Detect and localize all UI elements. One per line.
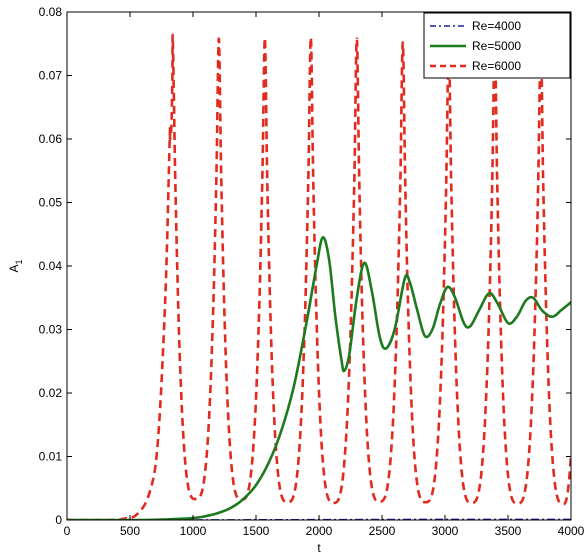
y-tick-label: 0.04	[39, 259, 63, 273]
x-axis-label: t	[317, 541, 321, 555]
x-tick-label: 1000	[180, 524, 207, 538]
x-tick-label: 0	[64, 524, 71, 538]
y-tick-label: 0.01	[39, 450, 63, 464]
y-axis-label-main: A	[7, 265, 21, 273]
legend-label: Re=4000	[472, 19, 521, 33]
y-tick-label: 0.03	[39, 323, 63, 337]
x-tick-label: 2000	[306, 524, 333, 538]
x-tick-label: 500	[120, 524, 140, 538]
svg-text:A1: A1	[7, 259, 24, 272]
series-line-re-5000	[67, 236, 571, 520]
y-axis-label-subscript: 1	[14, 259, 24, 264]
legend-label: Re=6000	[472, 59, 521, 73]
y-tick-label: 0.06	[39, 132, 63, 146]
ticks-layer: 0 500 1000 1500 2000 2500 3000 3500 4000 0 0.01 0.0…	[39, 5, 585, 538]
x-tick-label: 3000	[432, 524, 459, 538]
x-tick-label: 1500	[243, 524, 270, 538]
legend-label: Re=5000	[472, 39, 521, 53]
y-tick-label: 0.05	[39, 196, 63, 210]
x-tick-label: 4000	[558, 524, 585, 538]
y-tick-label: 0.08	[39, 5, 63, 19]
y-tick-label: 0	[55, 513, 62, 527]
plot-area	[67, 12, 571, 520]
y-axis-label: A1	[7, 259, 24, 272]
series-line-re-6000	[67, 33, 571, 520]
x-tick-label: 2500	[369, 524, 396, 538]
x-tick-label: 3500	[495, 524, 522, 538]
legend: Re=4000 Re=5000 Re=6000	[423, 12, 571, 79]
y-tick-label: 0.07	[39, 69, 63, 83]
y-tick-label: 0.02	[39, 386, 63, 400]
